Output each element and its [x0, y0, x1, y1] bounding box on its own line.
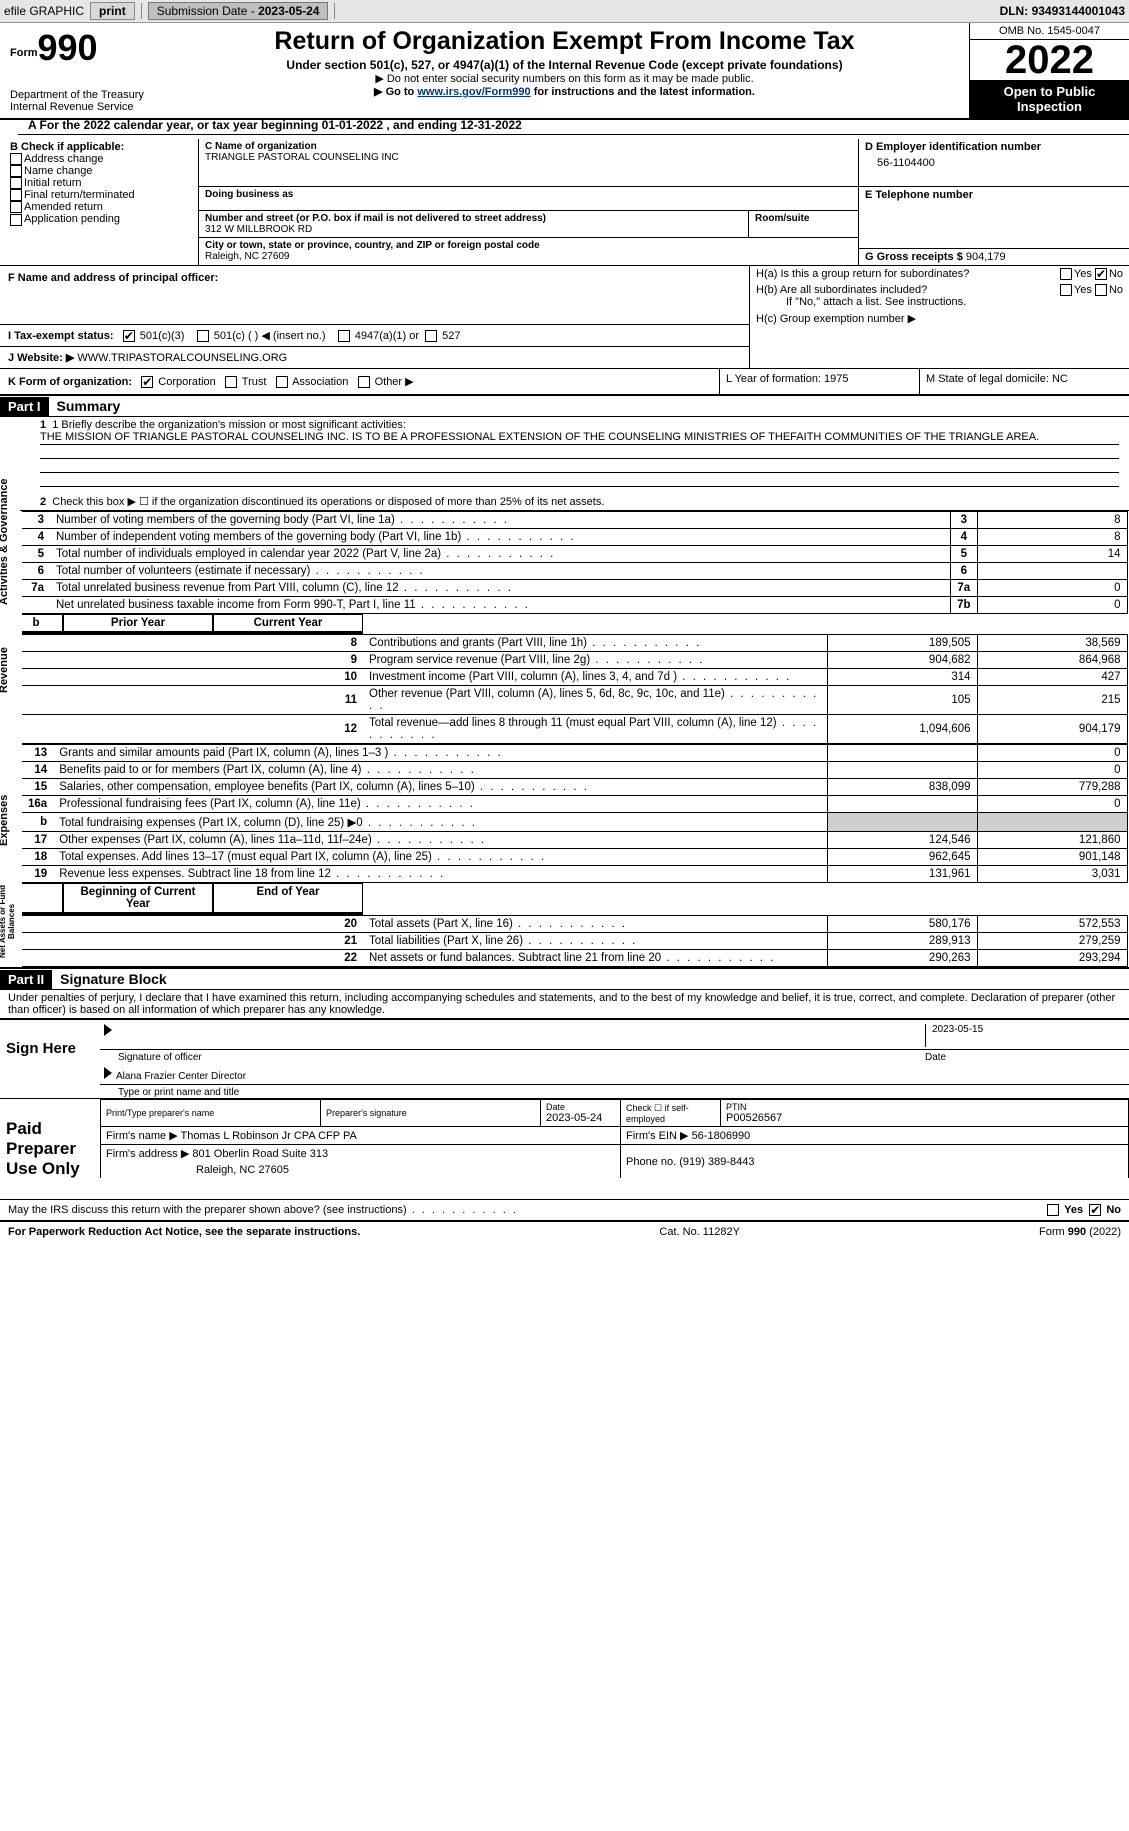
sidetab-netassets: Net Assets or Fund Balances — [0, 883, 20, 959]
submission-date-box: Submission Date - 2023-05-24 — [148, 2, 329, 20]
row-a-tax-year: A For the 2022 calendar year, or tax yea… — [18, 116, 1129, 135]
year-formation: L Year of formation: 1975 — [719, 369, 919, 394]
org-name: TRIANGLE PASTORAL COUNSELING INC — [205, 152, 852, 163]
form-title: Return of Organization Exempt From Incom… — [168, 27, 961, 56]
may-discuss-row: May the IRS discuss this return with the… — [0, 1199, 1129, 1220]
state-domicile: M State of legal domicile: NC — [919, 369, 1129, 394]
part-1-header: Part ISummary — [0, 396, 1129, 417]
block-b-c-d-e: B Check if applicable: Address change Na… — [0, 139, 1129, 266]
perjury-statement: Under penalties of perjury, I declare th… — [0, 990, 1129, 1018]
gross-receipts: 904,179 — [966, 251, 1006, 263]
sidetab-revenue: Revenue — [0, 614, 20, 727]
print-button[interactable]: print — [90, 2, 135, 20]
subtitle-2: ▶ Do not enter social security numbers o… — [168, 72, 961, 85]
expenses-table: 13Grants and similar amounts paid (Part … — [22, 744, 1128, 883]
ptin: P00526567 — [726, 1112, 1123, 1124]
form-number: Form990 — [10, 27, 154, 69]
open-inspection: Open to Public Inspection — [970, 80, 1129, 118]
toolbar: efile GRAPHIC print Submission Date - 20… — [0, 0, 1129, 23]
city-state-zip: Raleigh, NC 27609 — [205, 251, 852, 262]
tax-year: 2022 — [970, 40, 1129, 80]
col-h-group-return: H(a) Is this a group return for subordin… — [749, 266, 1129, 368]
col-d-e-g: D Employer identification number 56-1104… — [859, 139, 1129, 265]
row-k-l-m: K Form of organization: Corporation Trus… — [0, 369, 1129, 396]
row-i-tax-exempt: I Tax-exempt status: 501(c)(3) 501(c) ( … — [0, 324, 749, 346]
officer-sign-date: 2023-05-15 — [925, 1024, 1125, 1047]
col-b-checkboxes: B Check if applicable: Address change Na… — [0, 139, 198, 265]
irs-link[interactable]: www.irs.gov/Form990 — [417, 86, 530, 98]
sidetab-expenses: Expenses — [0, 744, 20, 896]
block-f-h: F Name and address of principal officer:… — [0, 266, 1129, 369]
principal-officer-label: F Name and address of principal officer: — [8, 272, 218, 284]
page-footer: For Paperwork Reduction Act Notice, see … — [0, 1220, 1129, 1242]
officer-name: Alana Frazier Center Director — [116, 1071, 246, 1082]
firm-address: 801 Oberlin Road Suite 313 — [192, 1148, 328, 1160]
part-2-header: Part IISignature Block — [0, 967, 1129, 990]
subtitle-3: ▶ Go to www.irs.gov/Form990 for instruct… — [168, 85, 961, 98]
efile-label: efile GRAPHIC — [4, 4, 84, 18]
netassets-table: Beginning of Current YearEnd of Year20To… — [22, 883, 1128, 967]
firm-name: Thomas L Robinson Jr CPA CFP PA — [181, 1130, 357, 1142]
form-header: Form990 Department of the Treasury Inter… — [0, 23, 1129, 120]
col-c-name-address: C Name of organization TRIANGLE PASTORAL… — [198, 139, 859, 265]
irs-label: Internal Revenue Service — [10, 101, 154, 113]
paid-preparer-block: Paid Preparer Use Only Print/Type prepar… — [0, 1098, 1129, 1199]
firm-phone: (919) 389-8443 — [679, 1156, 754, 1168]
subtitle-1: Under section 501(c), 527, or 4947(a)(1)… — [168, 58, 961, 72]
dept-treasury: Department of the Treasury — [10, 89, 154, 101]
street-address: 312 W MILLBROOK RD — [205, 224, 742, 235]
sign-here-block: Sign Here 2023-05-15 Signature of office… — [0, 1018, 1129, 1098]
revenue-table: bPrior YearCurrent Year8Contributions an… — [22, 614, 1128, 744]
ein: 56-1104400 — [865, 153, 1123, 173]
website-url: WWW.TRIPASTORALCOUNSELING.ORG — [77, 352, 287, 364]
preparer-date: 2023-05-24 — [546, 1112, 615, 1124]
mission-text: THE MISSION OF TRIANGLE PASTORAL COUNSEL… — [40, 431, 1119, 445]
firm-ein: 56-1806990 — [692, 1130, 751, 1142]
summary-table-3-7: 3Number of voting members of the governi… — [22, 511, 1128, 614]
dln-label: DLN: 93493144001043 — [1000, 4, 1125, 18]
row-j-website: J Website: ▶ WWW.TRIPASTORALCOUNSELING.O… — [0, 346, 749, 368]
